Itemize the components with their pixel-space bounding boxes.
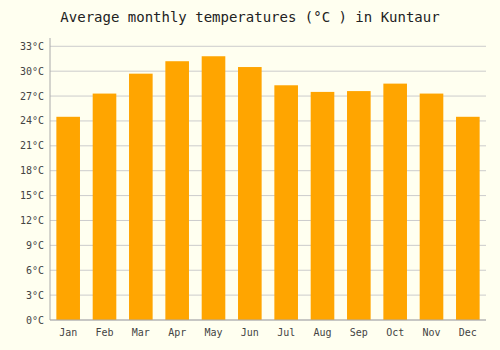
y-tick-label: 27°C (20, 91, 44, 102)
x-tick-label: Sep (350, 327, 368, 338)
y-tick-label: 18°C (20, 165, 44, 176)
y-tick-label: 24°C (20, 115, 44, 126)
y-tick-label: 0°C (26, 315, 44, 326)
bar (274, 85, 298, 320)
y-axis-line (50, 38, 51, 320)
x-tick-label: Aug (313, 327, 331, 338)
bar (238, 67, 262, 320)
bar (347, 91, 371, 320)
x-axis: Jan Feb Mar Apr May Jun Jul Aug Sep Oct Nov Dec (50, 320, 486, 338)
title: Average monthly temperatures (°C ) in Ku… (60, 9, 439, 25)
y-tick-label: 9°C (26, 240, 44, 251)
grid-line (50, 46, 486, 47)
bar (420, 94, 444, 320)
x-tick-label: Nov (422, 327, 440, 338)
x-tick-label: Oct (386, 327, 404, 338)
x-tick-label: Apr (168, 327, 186, 338)
bar (383, 84, 407, 320)
x-tick-label: Jul (277, 327, 295, 338)
y-tick-label: 3°C (26, 290, 44, 301)
bar (311, 92, 335, 320)
x-tick-label: Jan (59, 327, 77, 338)
bars (56, 56, 479, 320)
bar (129, 74, 153, 320)
bar (56, 117, 80, 320)
y-tick-label: 15°C (20, 190, 44, 201)
x-axis-line (50, 320, 486, 321)
grid-line (50, 71, 486, 72)
x-tick-label: Mar (132, 327, 150, 338)
x-tick-label: Dec (459, 327, 477, 338)
bar (456, 117, 480, 320)
bar (93, 94, 117, 320)
y-tick-label: 30°C (20, 66, 44, 77)
x-tick-label: Jun (241, 327, 259, 338)
background (0, 0, 500, 350)
x-tick-label: May (204, 327, 222, 338)
grid (50, 46, 486, 320)
chart-container: Average monthly temperatures (°C ) in Ku… (0, 0, 500, 350)
y-axis: 0°C 3°C 6°C 9°C 12°C 15°C 18°C 21°C 24°C 27°C 30°C… (20, 38, 50, 326)
y-tick-label: 6°C (26, 265, 44, 276)
bar (202, 56, 226, 320)
x-tick-label: Feb (95, 327, 113, 338)
y-tick-label: 12°C (20, 215, 44, 226)
bar (165, 61, 189, 320)
y-tick-label: 33°C (20, 41, 44, 52)
page: {"chart_data": {"type": "bar", "title": … (0, 0, 500, 350)
y-tick-label: 21°C (20, 140, 44, 151)
chart: Average monthly temperatures (°C ) in Ku… (0, 0, 500, 350)
grid-line (50, 320, 486, 321)
